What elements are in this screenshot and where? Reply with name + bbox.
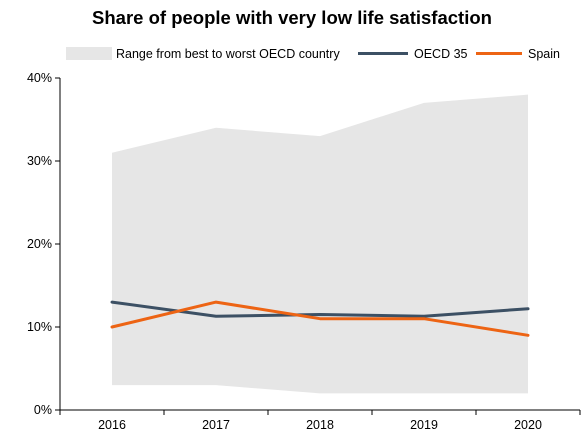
x-tick-label: 2017: [202, 418, 230, 432]
legend-label-range: Range from best to worst OECD country: [116, 47, 340, 61]
series-line-spain: [110, 300, 530, 337]
legend-swatch-range: [66, 47, 112, 60]
plot-area: 0% 10% 20% 30% 40% 2016 2017 2018 2019 2020: [27, 71, 581, 432]
y-tick-label: 0%: [34, 403, 52, 417]
chart-title: Share of people with very low life satis…: [92, 7, 492, 28]
legend-label-spain: Spain: [528, 47, 560, 61]
x-tick-label: 2018: [306, 418, 334, 432]
y-tick-label: 20%: [27, 237, 52, 251]
y-tick-label: 40%: [27, 71, 52, 85]
x-tick-label: 2020: [514, 418, 542, 432]
range-band: [112, 94, 528, 394]
y-tick-label: 30%: [27, 154, 52, 168]
legend-label-oecd: OECD 35: [414, 47, 468, 61]
x-tick-label: 2016: [98, 418, 126, 432]
y-tick-label: 10%: [27, 320, 52, 334]
x-tick-label: 2019: [410, 418, 438, 432]
legend: Range from best to worst OECD country OE…: [66, 47, 560, 61]
